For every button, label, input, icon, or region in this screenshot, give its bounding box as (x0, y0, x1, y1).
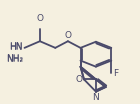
Text: HN: HN (10, 42, 23, 51)
Text: NH₂: NH₂ (6, 54, 23, 63)
Text: F: F (113, 69, 119, 78)
Text: O: O (36, 14, 43, 23)
Text: O: O (76, 75, 83, 84)
Text: HN: HN (10, 43, 23, 52)
Text: O: O (64, 31, 71, 40)
Text: NH₂: NH₂ (6, 54, 23, 64)
Text: N: N (93, 93, 99, 102)
